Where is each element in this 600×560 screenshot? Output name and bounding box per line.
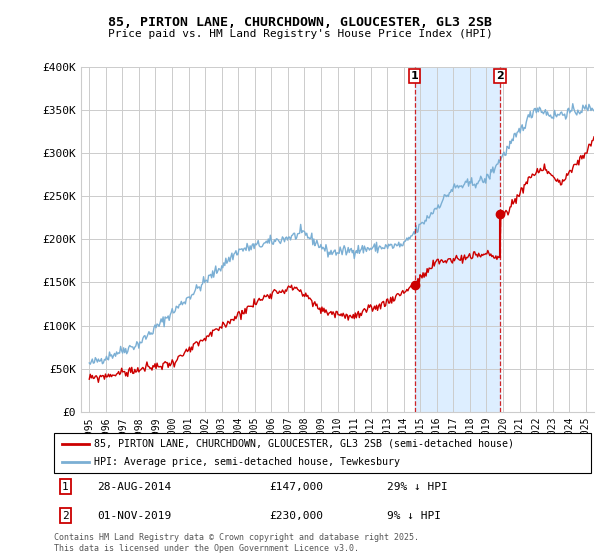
Text: 85, PIRTON LANE, CHURCHDOWN, GLOUCESTER, GL3 2SB (semi-detached house): 85, PIRTON LANE, CHURCHDOWN, GLOUCESTER,… — [94, 439, 514, 449]
Text: 2: 2 — [496, 71, 504, 81]
Text: 1: 1 — [411, 71, 418, 81]
Text: 29% ↓ HPI: 29% ↓ HPI — [387, 482, 448, 492]
Text: 9% ↓ HPI: 9% ↓ HPI — [387, 511, 441, 521]
Text: Price paid vs. HM Land Registry's House Price Index (HPI): Price paid vs. HM Land Registry's House … — [107, 29, 493, 39]
Text: 2: 2 — [62, 511, 69, 521]
Bar — [415, 67, 500, 412]
Text: 85, PIRTON LANE, CHURCHDOWN, GLOUCESTER, GL3 2SB: 85, PIRTON LANE, CHURCHDOWN, GLOUCESTER,… — [108, 16, 492, 29]
FancyBboxPatch shape — [54, 433, 591, 473]
Text: 01-NOV-2019: 01-NOV-2019 — [97, 511, 171, 521]
Text: 1: 1 — [62, 482, 69, 492]
Text: £147,000: £147,000 — [269, 482, 323, 492]
Text: 28-AUG-2014: 28-AUG-2014 — [97, 482, 171, 492]
Text: £230,000: £230,000 — [269, 511, 323, 521]
Text: Contains HM Land Registry data © Crown copyright and database right 2025.
This d: Contains HM Land Registry data © Crown c… — [54, 533, 419, 553]
Text: HPI: Average price, semi-detached house, Tewkesbury: HPI: Average price, semi-detached house,… — [94, 458, 400, 467]
